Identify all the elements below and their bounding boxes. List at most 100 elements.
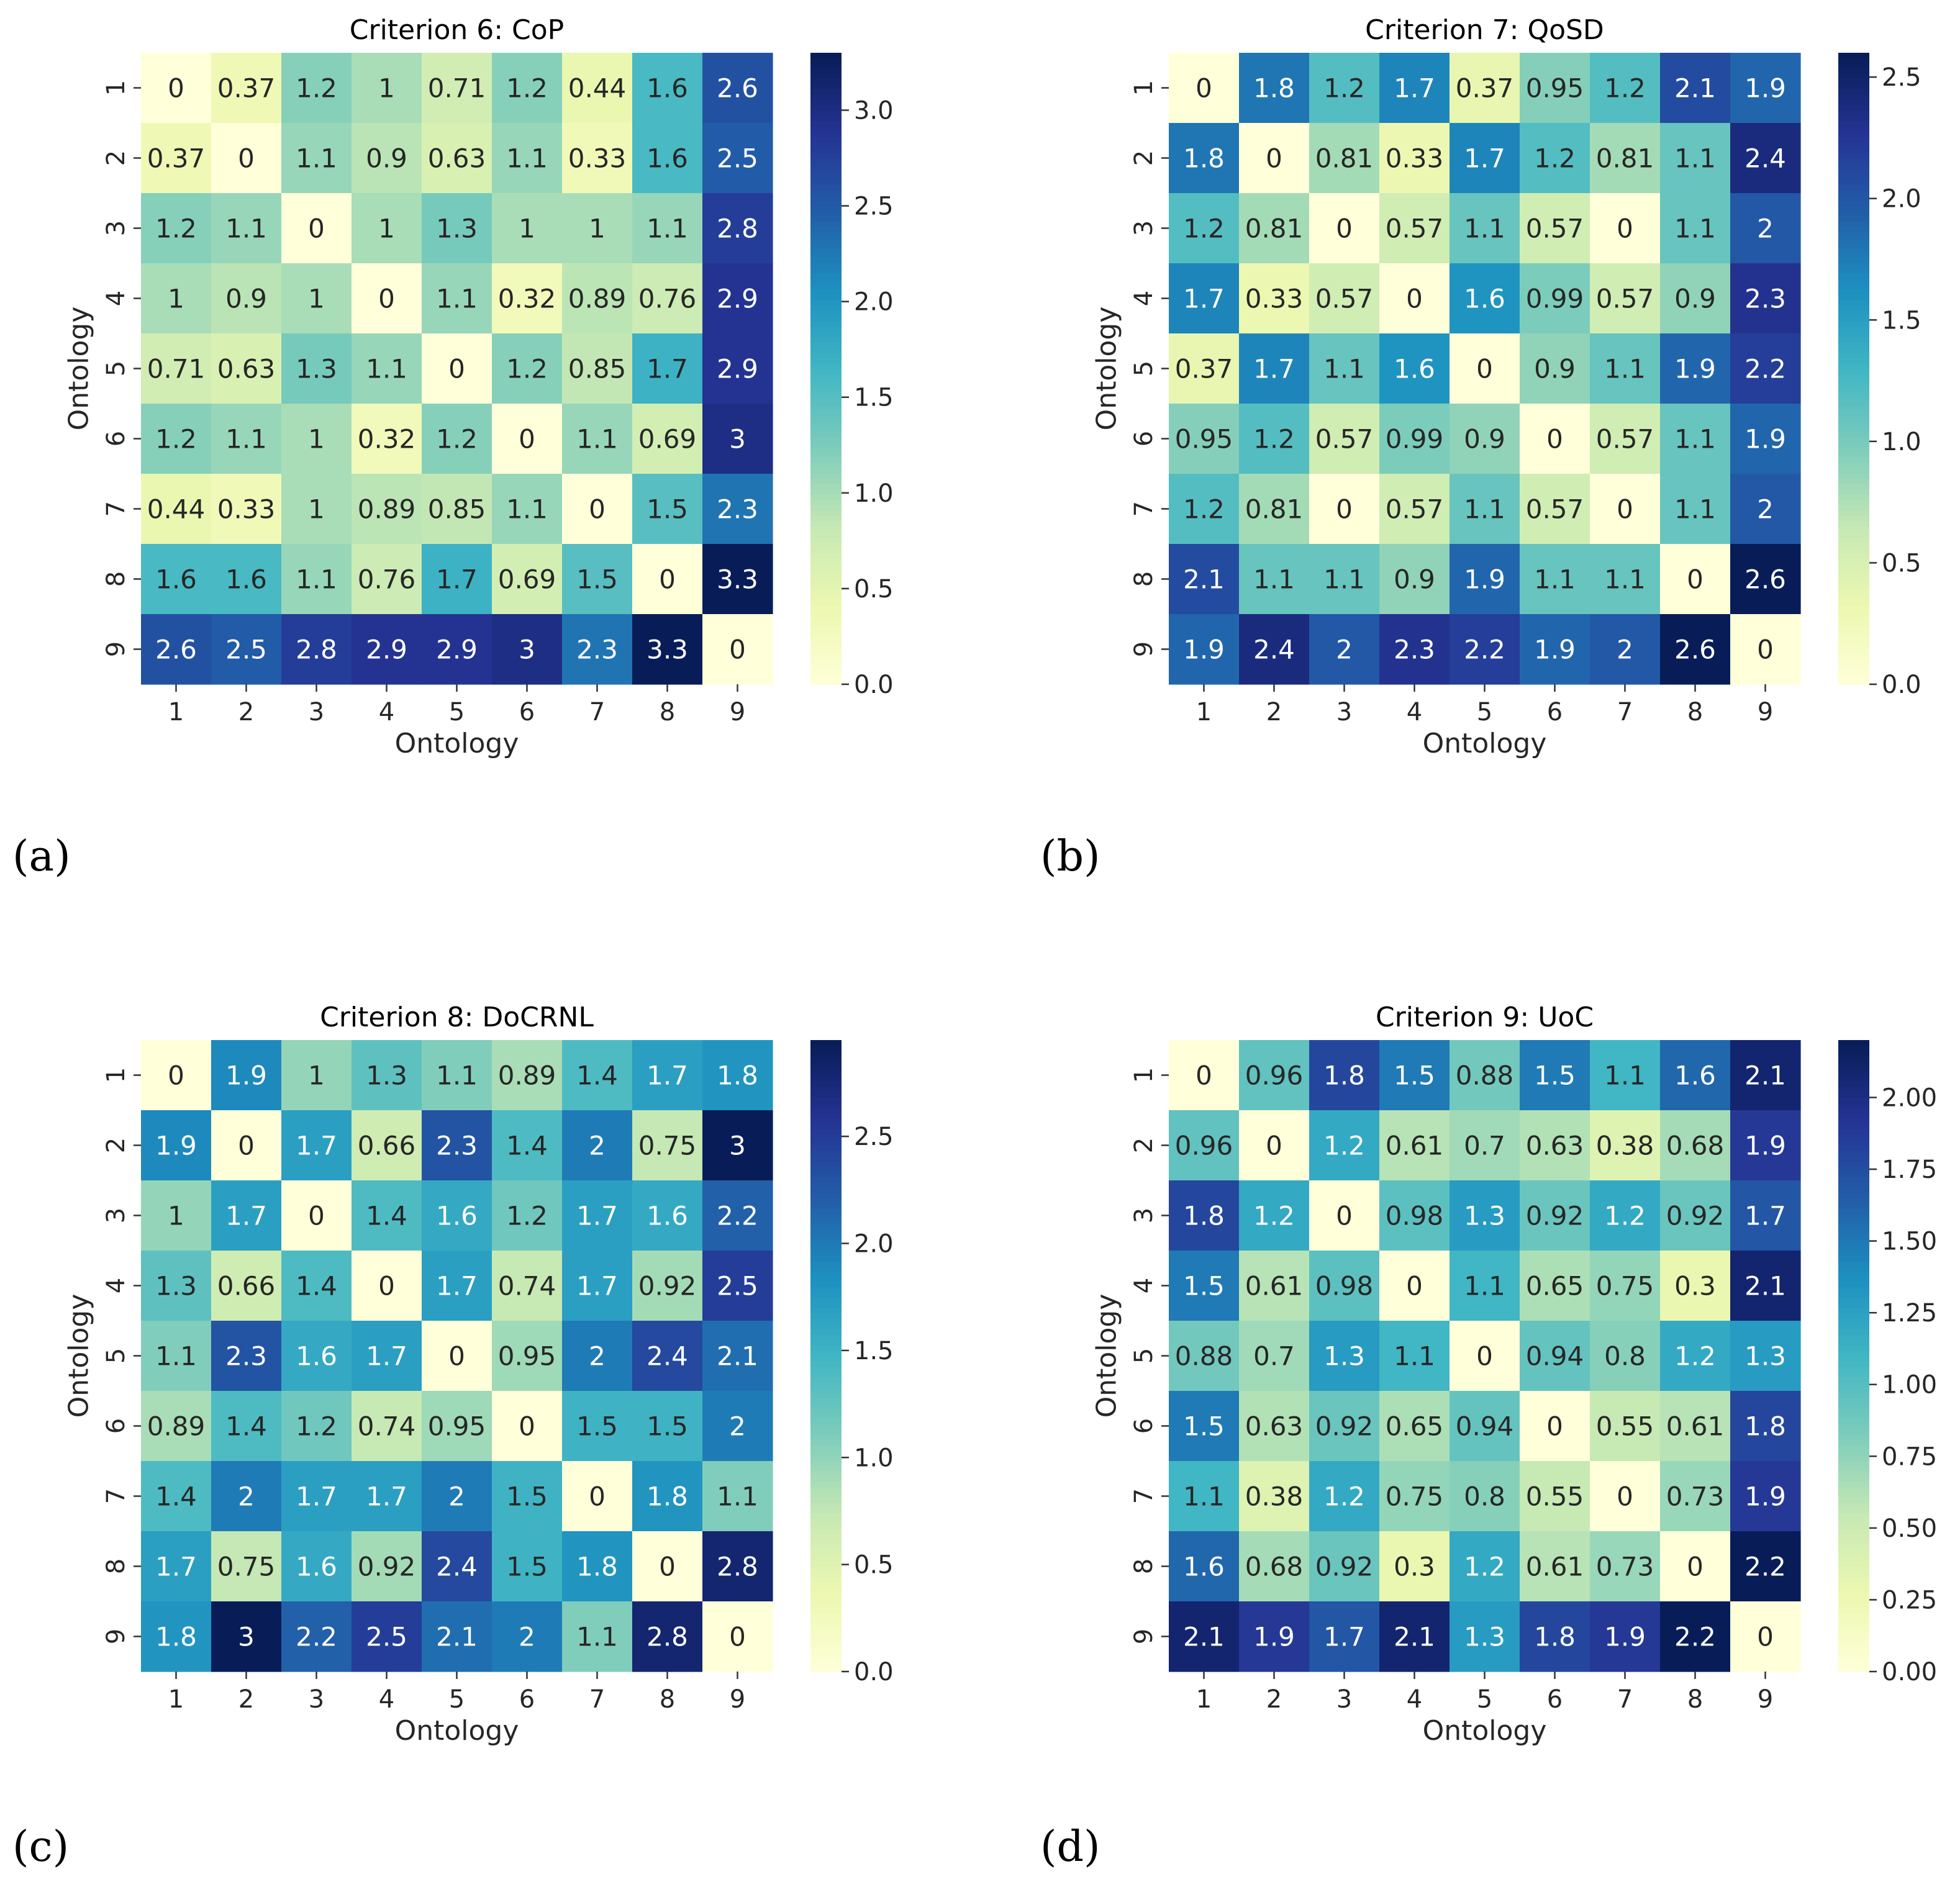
heatmap-cell	[281, 333, 352, 404]
colorbar-segment	[1838, 1092, 1869, 1099]
colorbar-segment	[1838, 305, 1869, 312]
cell-value-label: 1.6	[155, 564, 197, 595]
x-tick-label: 8	[1687, 698, 1703, 726]
cell-value-label: 0.63	[1245, 1411, 1304, 1442]
colorbar-segment	[810, 215, 842, 222]
y-tick-label: 2	[1130, 150, 1158, 166]
colorbar-segment	[810, 1050, 842, 1057]
colorbar-segment	[810, 615, 842, 622]
heatmap-cell	[1309, 123, 1380, 194]
colorbar-segment	[810, 1445, 842, 1451]
heatmap-cell	[281, 1180, 352, 1251]
colorbar-segment	[1838, 58, 1869, 64]
colorbar-segment	[810, 68, 842, 75]
y-tick-label: 3	[1130, 1208, 1158, 1223]
colorbar-segment	[1838, 1113, 1869, 1120]
colorbar-segment	[810, 1061, 842, 1067]
colorbar-segment	[810, 1171, 842, 1178]
heatmap-cell	[352, 1040, 422, 1111]
heatmap-cell	[1379, 544, 1450, 615]
cell-value-label: 2.1	[436, 1622, 478, 1652]
heatmap-cell	[141, 333, 212, 404]
heatmap-cell	[632, 1110, 703, 1181]
colorbar-segment	[810, 73, 842, 80]
cell-value-label: 1.2	[436, 424, 478, 455]
cell-value-label: 0	[589, 1482, 606, 1512]
colorbar-segment	[810, 1371, 842, 1378]
cell-value-label: 0	[1406, 284, 1423, 314]
y-tick-label: 1	[102, 1067, 130, 1083]
heatmap-cell	[1730, 333, 1801, 404]
colorbar-segment	[810, 342, 842, 348]
colorbar-segment	[1838, 674, 1869, 680]
heatmap-cell	[1590, 404, 1661, 474]
cell-value-label: 1.3	[436, 214, 478, 244]
cell-value-label: 0	[1757, 635, 1774, 665]
heatmap-cell	[562, 1601, 633, 1672]
y-tick-label: 7	[102, 501, 130, 517]
cell-value-label: 0.7	[1464, 1131, 1505, 1161]
colorbar-segment	[1838, 410, 1869, 417]
x-tick-label: 4	[1407, 1685, 1422, 1714]
heatmap-cell	[352, 1531, 422, 1602]
colorbar-segment	[1838, 384, 1869, 391]
cell-value-label: 1	[168, 284, 184, 314]
cell-value-label: 1.1	[1323, 354, 1365, 384]
cell-value-label: 0.89	[358, 494, 416, 525]
cell-value-label: 1.7	[1464, 143, 1505, 174]
colorbar-segment	[1838, 526, 1869, 533]
heatmap-cell	[1169, 404, 1240, 474]
colorbar-segment	[810, 132, 842, 138]
colorbar-segment	[810, 1229, 842, 1236]
heatmap-cell	[1239, 474, 1310, 545]
cell-value-label: 1.8	[1744, 1411, 1786, 1442]
cell-value-label: 1.8	[155, 1622, 197, 1652]
colorbar-segment	[810, 1587, 842, 1593]
x-tick-label: 3	[1336, 698, 1352, 726]
heatmap-cell	[281, 1110, 352, 1181]
cell-value-label: 1.4	[366, 1201, 407, 1231]
colorbar-segment	[1838, 263, 1869, 269]
heatmap-cell	[1520, 193, 1590, 264]
cell-value-label: 0.8	[1604, 1341, 1646, 1372]
heatmap-cell	[1309, 193, 1380, 264]
heatmap-cell	[632, 1251, 703, 1321]
x-tick-label: 6	[519, 1685, 535, 1714]
cell-value-label: 1	[519, 214, 535, 244]
heatmap-cell	[211, 1180, 282, 1251]
colorbar-segment	[810, 1566, 842, 1572]
cell-value-label: 0	[378, 284, 395, 314]
colorbar-segment	[810, 1066, 842, 1072]
colorbar-segment	[1838, 1224, 1869, 1230]
heatmap-cell	[352, 1461, 422, 1532]
colorbar-segment	[1838, 1140, 1869, 1146]
colorbar-segment	[1838, 100, 1869, 106]
colorbar-segment	[810, 268, 842, 274]
cell-value-label: 0.63	[217, 354, 276, 384]
colorbar-segment	[1838, 1540, 1869, 1546]
chart-title: Criterion 9: UoC	[1376, 1002, 1594, 1033]
colorbar-tick-label: 2.5	[854, 1123, 894, 1151]
colorbar-tick-label: 2.5	[854, 192, 894, 221]
colorbar-segment	[810, 1224, 842, 1230]
colorbar-segment	[1838, 500, 1869, 506]
cell-value-label: 0.65	[1386, 1411, 1444, 1442]
x-tick-label: 7	[589, 1685, 605, 1714]
colorbar-segment	[1838, 368, 1869, 374]
cell-value-label: 0.57	[1315, 424, 1374, 455]
colorbar-segment	[810, 432, 842, 438]
heatmap-cell	[141, 263, 212, 334]
colorbar-segment	[1838, 1445, 1869, 1451]
heatmap-cell	[211, 1601, 282, 1672]
cell-value-label: 1.2	[296, 73, 337, 104]
heatmap-cell	[562, 1461, 633, 1532]
cell-value-label: 0.99	[1386, 424, 1444, 455]
colorbar-segment	[1838, 215, 1869, 222]
heatmap-cell	[1590, 1531, 1661, 1602]
heatmap-cell	[562, 614, 633, 685]
y-tick-label: 4	[1130, 1278, 1158, 1293]
cell-value-label: 0.81	[1245, 214, 1304, 244]
cell-value-label: 0.37	[1175, 354, 1233, 384]
colorbar-segment	[1838, 1392, 1869, 1399]
cell-value-label: 1.8	[1183, 1201, 1225, 1231]
